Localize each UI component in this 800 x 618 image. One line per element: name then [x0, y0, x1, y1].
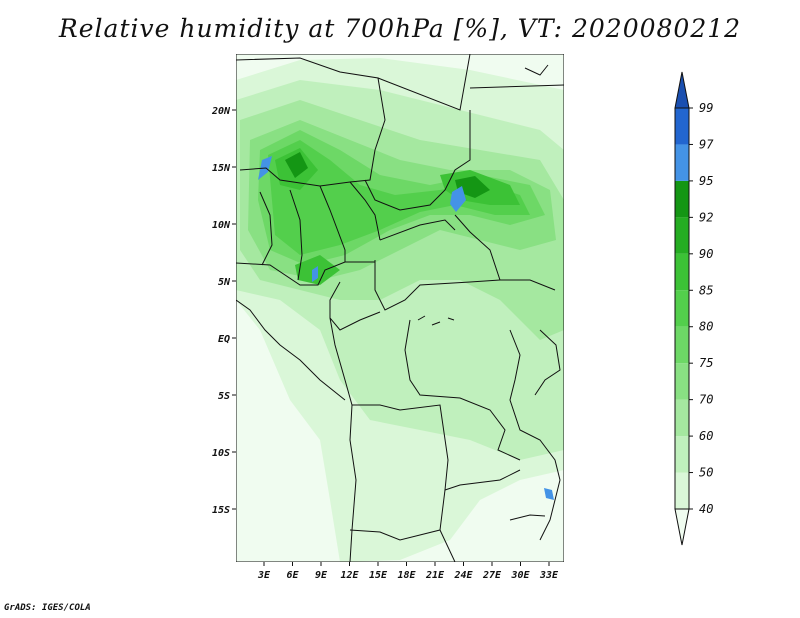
lon-tick-label: 21E	[425, 570, 445, 581]
colorbar-label: 97	[699, 137, 714, 151]
lat-tick-label: 15S	[212, 505, 230, 516]
colorbar-label: 90	[699, 247, 713, 261]
lon-tick-label: 24E	[453, 570, 473, 581]
colorbar-label: 85	[699, 283, 713, 297]
lon-tick-label: 12E	[340, 570, 359, 581]
colorbar-segment	[675, 108, 689, 145]
lat-tick-label: 10S	[212, 448, 230, 459]
colorbar-segment	[675, 144, 689, 181]
colorbar-label: 50	[699, 466, 713, 480]
colorbar: 40 50 60 70 75 80 85 90 92 95 97 99	[674, 71, 714, 546]
country-borders	[236, 54, 564, 562]
longitude-ticks: 3E 6E 9E 12E 15E 18E 21E 24E 27E 30E 33E	[257, 562, 559, 581]
lon-tick-label: 6E	[286, 570, 299, 581]
rh-contour-97-c	[312, 266, 318, 282]
footer-credit: GrADS: IGES/COLA	[4, 603, 91, 613]
colorbar-segment	[675, 363, 689, 400]
rh-contour-85	[268, 140, 530, 255]
colorbar-upper-arrow	[674, 71, 690, 109]
lon-tick-label: 15E	[369, 570, 388, 581]
map-field	[236, 54, 564, 562]
lon-tick-label: 33E	[539, 570, 559, 581]
colorbar-segment	[675, 290, 689, 327]
lat-tick-label: 5N	[218, 277, 231, 288]
colorbar-label: 80	[699, 320, 713, 334]
colorbar-segment	[675, 326, 689, 364]
colorbar-segment	[675, 399, 689, 437]
colorbar-segment	[675, 472, 689, 509]
lon-tick-label: 3E	[257, 570, 271, 581]
latitude-ticks: 20N 15N 10N 5N EQ 5S 10S 15S	[211, 106, 236, 516]
lat-tick-label: 15N	[212, 163, 231, 174]
colorbar-lower-arrow	[674, 508, 690, 546]
chart-title: Relative humidity at 700hPa [%], VT: 202…	[58, 14, 742, 43]
lat-tick-label: 10N	[212, 220, 231, 231]
lon-tick-label: 9E	[315, 570, 328, 581]
colorbar-label: 99	[699, 101, 713, 115]
colorbar-label: 92	[699, 210, 713, 224]
lat-tick-label: 5S	[218, 391, 230, 402]
rh-contour-97-d	[544, 488, 554, 500]
rh-contour-97-b	[450, 186, 466, 212]
lon-tick-label: 18E	[397, 570, 416, 581]
colorbar-label: 95	[699, 174, 713, 188]
colorbar-label: 70	[699, 393, 713, 407]
colorbar-segment	[675, 217, 689, 254]
lat-tick-label: 20N	[211, 106, 231, 117]
lon-tick-label: 30E	[510, 570, 530, 581]
lon-tick-label: 27E	[482, 570, 502, 581]
colorbar-segment	[675, 253, 689, 291]
colorbar-frame	[674, 107, 690, 510]
colorbar-segment	[675, 436, 689, 473]
colorbar-label: 40	[699, 502, 713, 516]
rh-contour-95	[285, 152, 308, 178]
colorbar-segment	[675, 180, 689, 218]
colorbar-label: 75	[699, 356, 713, 370]
lat-tick-label: EQ	[218, 334, 230, 345]
colorbar-label: 60	[699, 429, 713, 443]
